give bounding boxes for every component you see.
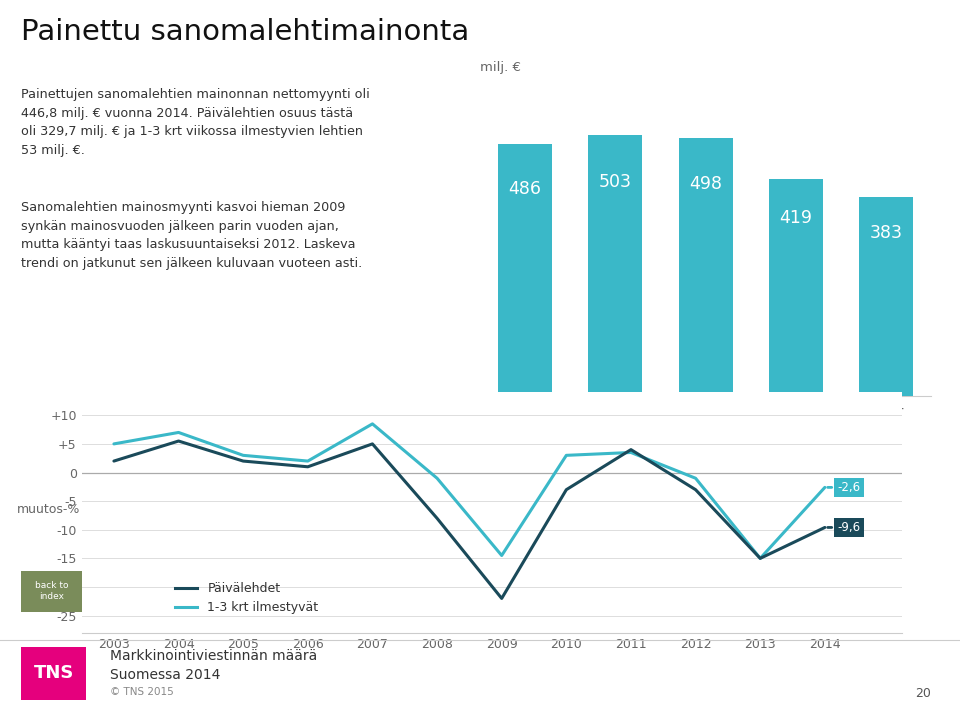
Text: muutos-%: muutos-%: [17, 503, 81, 515]
Text: milj. €: milj. €: [480, 62, 521, 74]
Text: Painettujen sanomalehtien mainonnan nettomyynti oli
446,8 milj. € vuonna 2014. P: Painettujen sanomalehtien mainonnan nett…: [21, 88, 370, 157]
Text: 419: 419: [780, 209, 812, 227]
Text: 498: 498: [689, 175, 722, 193]
Text: 20: 20: [915, 687, 931, 700]
Text: Sanomalehtien mainosmyynti kasvoi hieman 2009
synkän mainosvuoden jälkeen parin : Sanomalehtien mainosmyynti kasvoi hieman…: [21, 201, 362, 270]
Text: back to
index: back to index: [35, 581, 68, 601]
Bar: [859, 197, 913, 396]
Text: -2,6: -2,6: [838, 481, 861, 494]
Legend: Painetut sanomalehdet: Painetut sanomalehdet: [477, 454, 657, 477]
Text: TNS: TNS: [34, 665, 74, 682]
Bar: [769, 179, 823, 396]
Bar: [588, 135, 642, 396]
Text: -9,6: -9,6: [838, 521, 861, 534]
Text: © TNS 2015: © TNS 2015: [110, 687, 174, 697]
Text: 503: 503: [599, 173, 632, 191]
Text: Markkinointiviestinnän määrä: Markkinointiviestinnän määrä: [110, 649, 318, 663]
Text: Painettu sanomalehtimainonta: Painettu sanomalehtimainonta: [21, 18, 469, 46]
Text: 486: 486: [509, 180, 541, 198]
Bar: [679, 138, 732, 396]
Text: Suomessa 2014: Suomessa 2014: [110, 668, 221, 682]
Text: 383: 383: [870, 224, 902, 242]
Legend: Päivälehdet, 1-3 krt ilmestyvät: Päivälehdet, 1-3 krt ilmestyvät: [170, 577, 324, 619]
Bar: [498, 144, 552, 396]
